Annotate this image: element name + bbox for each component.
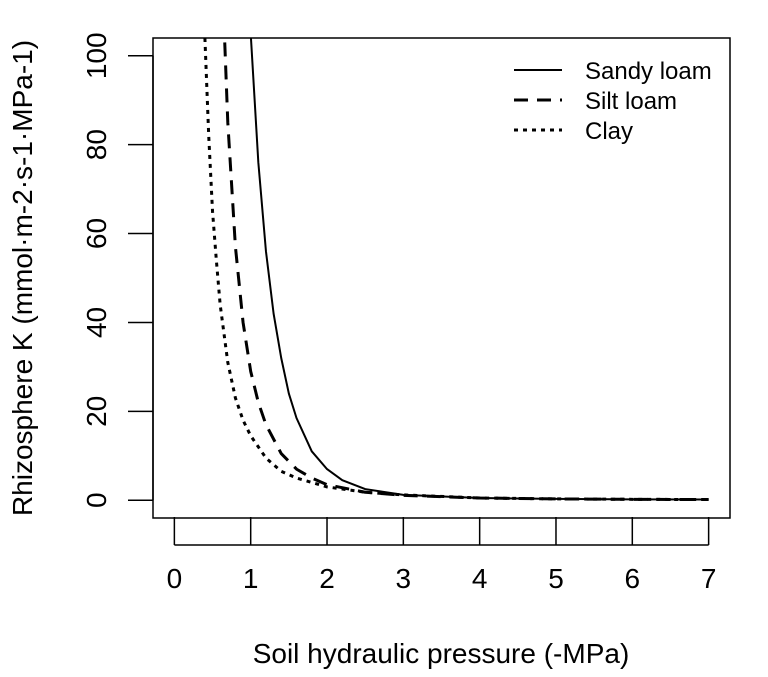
x-axis: 0 1 2 3 4 5 6 7 [167,517,717,594]
x-tick-label: 6 [625,563,641,594]
y-tick-label: 20 [81,396,112,427]
x-tick-label: 0 [167,563,183,594]
series-layer [203,38,709,502]
x-tick-label: 2 [319,563,335,594]
x-tick-label: 3 [396,563,412,594]
y-tick-label: 80 [81,129,112,160]
y-tick-label: 100 [81,32,112,79]
y-tick-label: 60 [81,218,112,249]
series-line-clay [203,38,709,502]
x-tick-label: 1 [243,563,259,594]
legend-label: Clay [585,118,633,145]
legend-label: Silt loam [585,88,677,115]
y-tick-label: 0 [81,492,112,508]
x-axis-label: Soil hydraulic pressure (-MPa) [253,638,630,669]
legend-label: Sandy loam [585,58,712,85]
x-tick-label: 5 [548,563,564,594]
x-tick-label: 7 [701,563,717,594]
legend: Sandy loam Silt loam Clay [514,58,712,145]
y-tick-label: 40 [81,307,112,338]
x-tick-label: 4 [472,563,488,594]
y-axis: 0 20 40 60 80 100 [81,32,154,508]
series-line-sandy-loam [249,38,709,501]
y-axis-label: Rhizosphere K (mmol·m-2·s-1·MPa-1) [7,40,38,516]
